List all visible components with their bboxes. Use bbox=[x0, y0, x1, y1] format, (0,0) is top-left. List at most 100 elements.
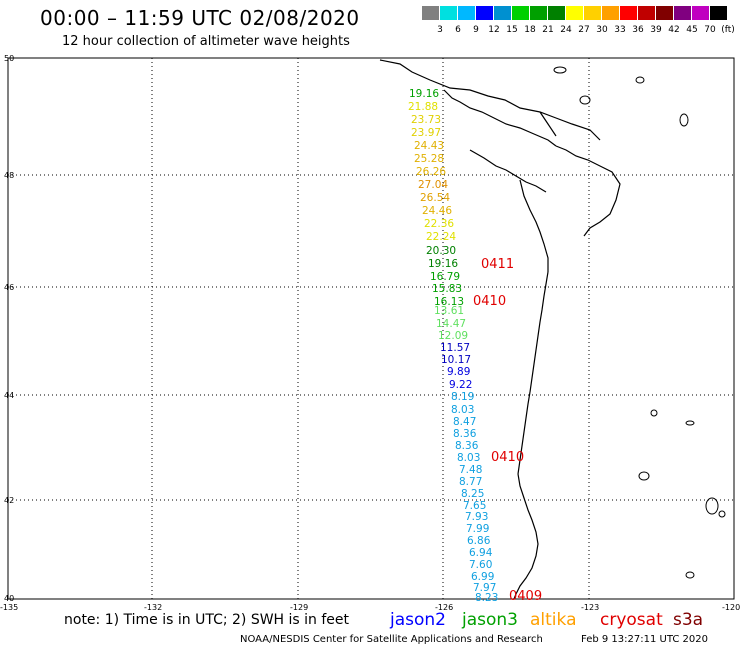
scale-box bbox=[530, 6, 547, 20]
observation: 24.43 bbox=[414, 140, 444, 152]
observation: 24.46 bbox=[422, 205, 452, 217]
inland-features bbox=[553, 66, 726, 579]
lon-label: -129 bbox=[290, 603, 308, 612]
credit-text: NOAA/NESDIS Center for Satellite Applica… bbox=[240, 634, 543, 645]
scale-label: 27 bbox=[578, 25, 590, 35]
lon-label: -120 bbox=[722, 603, 740, 612]
pass-time: 0410 bbox=[473, 294, 506, 309]
observation: 10.17 bbox=[441, 354, 471, 366]
observation: 7.60 bbox=[469, 559, 492, 571]
scale-box bbox=[602, 6, 619, 20]
pass-times: 0411 0410 0410 0409 bbox=[473, 257, 542, 604]
legend-s3a: s3a bbox=[673, 610, 704, 630]
observation: 8.23 bbox=[475, 592, 498, 604]
scale-label: 30 bbox=[596, 25, 608, 35]
lon-label: -126 bbox=[435, 603, 453, 612]
observation: 22.24 bbox=[426, 231, 456, 243]
map-title: 00:00 – 11:59 UTC 02/08/2020 bbox=[40, 6, 360, 30]
scale-label: 24 bbox=[560, 25, 572, 35]
legend-jason2: jason2 bbox=[390, 610, 446, 630]
lat-label: 46 bbox=[4, 283, 14, 292]
scale-label: 6 bbox=[455, 25, 461, 35]
observation: 7.97 bbox=[473, 582, 496, 594]
observation: 7.48 bbox=[459, 464, 482, 476]
pass-time: 0411 bbox=[481, 257, 514, 272]
observation: 6.94 bbox=[469, 547, 493, 559]
map-frame bbox=[7, 57, 735, 600]
legend-cryosat: cryosat bbox=[600, 610, 663, 630]
observation: 8.19 bbox=[451, 391, 474, 403]
scale-box bbox=[638, 6, 655, 20]
lon-label: -132 bbox=[144, 603, 162, 612]
observation: 25.28 bbox=[414, 153, 444, 165]
scale-label: 15 bbox=[506, 25, 518, 35]
observation: 26.26 bbox=[416, 166, 446, 178]
scale-box bbox=[710, 6, 727, 20]
scale-box bbox=[566, 6, 583, 20]
observation: 9.22 bbox=[449, 379, 472, 391]
scale-label: 18 bbox=[524, 25, 536, 35]
scale-box bbox=[458, 6, 475, 20]
scale-unit: (ft) bbox=[721, 25, 735, 35]
scale-label: 9 bbox=[473, 25, 479, 35]
observation: 9.89 bbox=[447, 366, 470, 378]
observation: 8.36 bbox=[455, 440, 479, 452]
observation: 8.25 bbox=[461, 488, 484, 500]
scale-box bbox=[494, 6, 511, 20]
lat-label: 42 bbox=[4, 496, 14, 505]
lat-label: 48 bbox=[4, 171, 14, 180]
footer-note: note: 1) Time is in UTC; 2) SWH is in fe… bbox=[64, 612, 350, 628]
observation: 7.93 bbox=[465, 511, 488, 523]
observation: 14.47 bbox=[436, 318, 466, 330]
scale-label: 36 bbox=[632, 25, 644, 35]
scale-label: 45 bbox=[686, 25, 698, 35]
scale-box bbox=[422, 6, 439, 20]
scale-box bbox=[548, 6, 565, 20]
scale-box bbox=[584, 6, 601, 20]
observation: 8.47 bbox=[453, 416, 476, 428]
scale-box bbox=[512, 6, 529, 20]
observation: 6.99 bbox=[471, 571, 494, 583]
observation: 13.61 bbox=[434, 305, 464, 317]
scale-box bbox=[476, 6, 493, 20]
graticule bbox=[8, 58, 734, 599]
wave-height-track: 19.16 21.88 23.73 23.97 24.43 25.28 26.2… bbox=[408, 88, 498, 604]
scale-box bbox=[674, 6, 691, 20]
observation: 21.88 bbox=[408, 101, 438, 113]
timestamp-text: Feb 9 13:27:11 UTC 2020 bbox=[581, 634, 708, 645]
scale-label: 3 bbox=[437, 25, 443, 35]
observation: 16.13 bbox=[434, 296, 464, 308]
legend-altika: altika bbox=[530, 610, 577, 630]
observation: 8.03 bbox=[451, 404, 474, 416]
observation: 12.09 bbox=[438, 330, 468, 342]
observation: 22.36 bbox=[424, 218, 454, 230]
observation: 23.73 bbox=[411, 114, 441, 126]
observation: 8.36 bbox=[453, 428, 477, 440]
legend-jason3: jason3 bbox=[462, 610, 518, 630]
lat-label: 50 bbox=[4, 54, 14, 63]
lat-label: 44 bbox=[4, 391, 14, 400]
observation: 8.03 bbox=[457, 452, 480, 464]
observation: 19.16 bbox=[409, 88, 439, 100]
scale-label: 42 bbox=[668, 25, 680, 35]
observation: 7.99 bbox=[466, 523, 489, 535]
coastline bbox=[379, 59, 621, 600]
observation: 15.83 bbox=[432, 283, 462, 295]
scale-label: 70 bbox=[704, 25, 716, 35]
observation: 23.97 bbox=[411, 127, 441, 139]
observation: 20.30 bbox=[426, 245, 456, 257]
observation: 16.79 bbox=[430, 271, 460, 283]
observation: 8.77 bbox=[459, 476, 482, 488]
scale-box bbox=[620, 6, 637, 20]
observation: 27.04 bbox=[418, 179, 448, 191]
scale-box bbox=[440, 6, 457, 20]
observation: 6.86 bbox=[467, 535, 491, 547]
observation: 26.54 bbox=[420, 192, 450, 204]
lon-label: -123 bbox=[581, 603, 599, 612]
scale-label: 33 bbox=[614, 25, 626, 35]
lat-label: 40 bbox=[4, 594, 14, 603]
observation: 19.16 bbox=[428, 258, 458, 270]
pass-time: 0410 bbox=[491, 450, 524, 465]
scale-label: 39 bbox=[650, 25, 662, 35]
